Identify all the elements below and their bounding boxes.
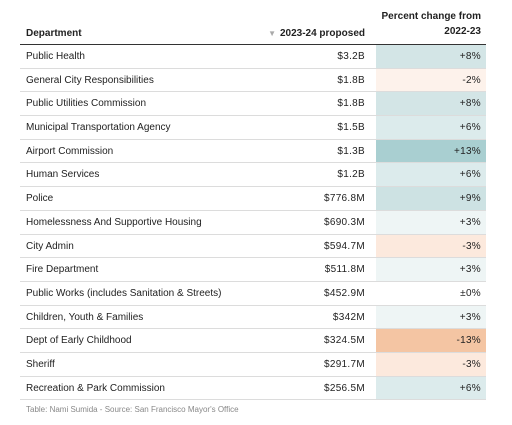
change-text: -13% [456, 335, 481, 347]
proposed-cell: $1.8B [337, 98, 365, 110]
table-row: Human Services $1.2B +6% [20, 163, 486, 188]
proposed-cell: $452.9M [323, 287, 365, 299]
proposed-cell: $1.3B [337, 145, 365, 157]
change-text: +8% [459, 51, 481, 62]
footer: Table: Nami Sumida - Source: San Francis… [26, 405, 239, 414]
proposed-cell: $3.2B [337, 51, 365, 62]
proposed-cell: $324.5M [323, 335, 365, 347]
department-cell: Police [26, 193, 54, 205]
department-cell: Children, Youth & Families [26, 311, 144, 323]
change-cell: ±0% [376, 281, 486, 305]
sort-icon[interactable]: ▼ [268, 29, 276, 38]
department-cell: Dept of Early Childhood [26, 335, 132, 347]
proposed-cell: $342M [332, 311, 365, 323]
change-text: ±0% [460, 287, 481, 299]
table-row: General City Responsibilities $1.8B -2% [20, 68, 486, 93]
department-cell: Airport Commission [26, 145, 114, 157]
proposed-cell: $511.8M [324, 264, 365, 276]
proposed-cell: $690.3M [323, 216, 365, 228]
header-proposed[interactable]: 2023-24 proposed [279, 28, 365, 39]
change-cell: -3% [376, 234, 486, 258]
department-cell: Public Health [26, 51, 85, 62]
change-text: -3% [462, 240, 481, 252]
table-body: Public Health $3.2B +8% General City Respon… [20, 45, 486, 401]
table-row: Airport Commission $1.3B +13% [20, 139, 486, 164]
header-row: Department ▼ 2023-24 proposed Percent ch… [20, 8, 486, 45]
change-cell: +6% [376, 376, 486, 400]
table-row: Police $776.8M +9% [20, 187, 486, 211]
table-row: Sheriff $291.7M -3% [20, 352, 486, 377]
change-text: +13% [453, 145, 481, 157]
table-row: Recreation & Park Commission $256.5M +6% [20, 376, 486, 401]
table-row: Children, Youth & Families $342M +3% [20, 305, 486, 330]
change-cell: -2% [376, 68, 486, 92]
table-row: Municipal Transportation Agency $1.5B +6% [20, 116, 486, 140]
change-text: -2% [462, 74, 481, 86]
table-row: Public Works (includes Sanitation & Stre… [20, 281, 486, 306]
table-row: Dept of Early Childhood $324.5M -13% [20, 329, 486, 353]
proposed-cell: $594.7M [323, 240, 365, 252]
header-change[interactable]: Percent change from 2022-23 [381, 11, 481, 37]
change-cell: +13% [376, 139, 486, 163]
department-cell: Recreation & Park Commission [26, 382, 165, 394]
department-cell: City Admin [26, 240, 74, 252]
change-text: +3% [459, 216, 481, 228]
change-cell: +6% [376, 163, 486, 187]
change-cell: -3% [376, 352, 486, 376]
change-cell: +6% [376, 116, 486, 139]
table: Department ▼ 2023-24 proposed Percent ch… [20, 8, 486, 401]
table-row: Public Utilities Commission $1.8B +8% [20, 92, 486, 117]
department-cell: Homelessness And Supportive Housing [26, 216, 202, 228]
proposed-cell: $291.7M [323, 358, 365, 370]
change-cell: +8% [376, 45, 486, 68]
change-cell: +3% [376, 258, 486, 281]
change-text: +3% [459, 264, 481, 276]
department-cell: Municipal Transportation Agency [26, 122, 171, 134]
change-text: +6% [459, 122, 481, 134]
proposed-cell: $776.8M [323, 193, 365, 205]
department-cell: Sheriff [26, 358, 55, 370]
table-row: Public Health $3.2B +8% [20, 45, 486, 69]
change-text: +8% [459, 98, 481, 110]
department-cell: General City Responsibilities [26, 74, 154, 86]
change-cell: +8% [376, 92, 486, 116]
department-cell: Fire Department [26, 264, 99, 276]
change-text: +6% [459, 382, 481, 394]
change-cell: -13% [376, 329, 486, 352]
change-cell: +3% [376, 305, 486, 329]
change-cell: +3% [376, 210, 486, 234]
department-cell: Public Works (includes Sanitation & Stre… [26, 287, 222, 299]
table-row: Homelessness And Supportive Housing $690.… [20, 210, 486, 235]
department-cell: Public Utilities Commission [26, 98, 147, 110]
table-row: City Admin $594.7M -3% [20, 234, 486, 259]
proposed-cell: $1.8B [337, 74, 365, 86]
header-department: Department [26, 28, 82, 39]
change-cell: +9% [376, 187, 486, 210]
proposed-cell: $1.2B [337, 169, 365, 181]
change-text: +9% [459, 193, 481, 205]
department-cell: Human Services [26, 169, 100, 181]
proposed-cell: $256.5M [323, 382, 365, 394]
change-text: +3% [459, 311, 481, 323]
table-row: Fire Department $511.8M +3% [20, 258, 486, 282]
change-text: +6% [459, 169, 481, 181]
proposed-cell: $1.5B [337, 122, 365, 134]
change-text: -3% [462, 358, 481, 370]
